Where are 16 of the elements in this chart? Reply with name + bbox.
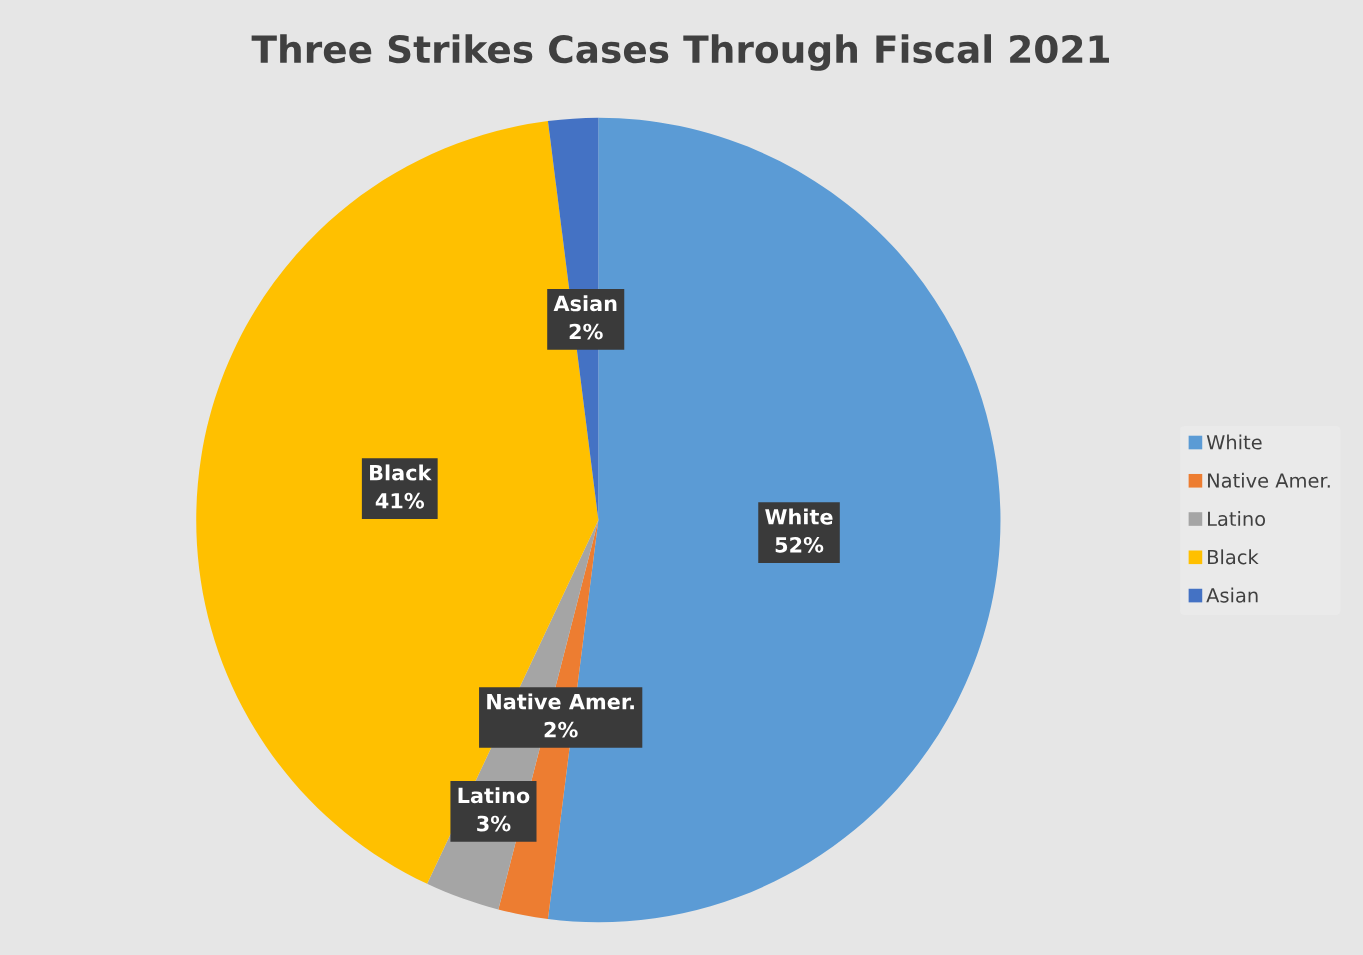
data-label: 2% (569, 323, 603, 340)
legend-label: Latino (1208, 511, 1266, 527)
data-label: 2% (544, 721, 578, 738)
legend-label: White (1206, 434, 1262, 450)
slice-label: Asian (553, 295, 617, 312)
slice-label: Native Amer. (487, 693, 634, 710)
legend-label: Black (1208, 549, 1259, 565)
data-label: 41% (375, 492, 425, 509)
legend-label: Asian (1206, 587, 1258, 603)
chart-title: Three Strikes Cases Through Fiscal 2021 (251, 34, 1109, 71)
slice-label: White (765, 508, 833, 525)
slice-label: Black (370, 464, 432, 481)
data-label: 3% (477, 815, 511, 832)
legend-label: Native Amer. (1208, 472, 1330, 488)
data-label: 52% (775, 536, 824, 553)
slice-label: Latino (458, 787, 530, 804)
